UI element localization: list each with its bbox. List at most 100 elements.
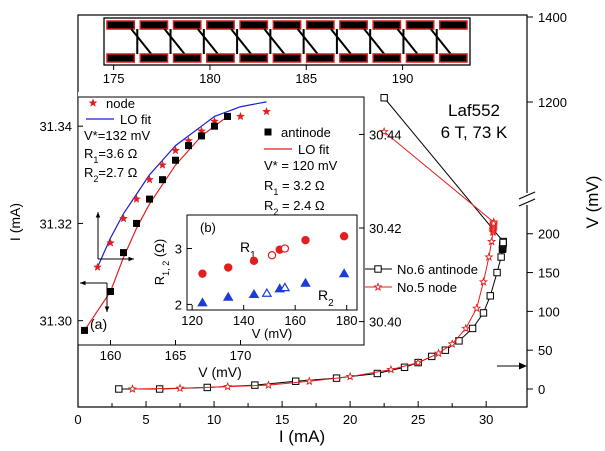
strip-cell-bottom (305, 53, 335, 63)
inset-a-point-0-3 (132, 194, 141, 203)
axis-break-mark (518, 198, 536, 207)
inset-b-open-point-1-1 (279, 282, 291, 292)
main-point-0-0 (115, 385, 123, 393)
inset-a-point-0-6 (171, 145, 180, 155)
inset-b-point-1-1 (222, 291, 234, 301)
main-point-1-1 (175, 383, 185, 393)
x-tick-label-30: 30 (479, 412, 493, 427)
main-plot-series: No.6 antinode No.5 node (115, 94, 507, 393)
main-point-1-14 (486, 236, 497, 246)
fit-node-r2: R2=2.7 Ω (84, 165, 138, 184)
strip-tick-label-180: 180 (199, 71, 221, 86)
main-point-1-5 (345, 371, 355, 381)
strip-diagonal (296, 28, 319, 55)
main-point-1-0 (127, 384, 138, 393)
main-point-0-10 (441, 346, 450, 354)
inset-a-fit-line-3 (84, 115, 228, 331)
inset-b-point-0-2 (249, 256, 259, 266)
inset-a-y-tick-label-31.3: 31.30 (39, 314, 72, 329)
main-point-1-7 (413, 357, 423, 367)
fit-antinode-r2: R2 = 2.4 Ω (264, 198, 325, 217)
strip-cell-bottom (438, 53, 468, 63)
inset-b-point-1-5 (338, 268, 350, 278)
main-point-0-15 (493, 268, 501, 277)
main-point-1-8 (433, 348, 444, 358)
main-point-1-12 (478, 276, 489, 286)
main-point-0-14 (486, 292, 494, 300)
main-point-0-12 (468, 324, 477, 333)
inset-a-point-1-8 (198, 132, 205, 140)
inset-b-point-1-4 (300, 277, 311, 287)
legend-blue-fit-label: LO fit (120, 112, 151, 127)
inset-a-right-tick-label-2: 30.44 (369, 127, 402, 142)
inset-a-arrows (80, 212, 134, 312)
strip-diagonal (230, 28, 252, 55)
strip-cell-bottom (372, 53, 402, 63)
y-tick-label-50: 50 (538, 343, 552, 358)
main-point-0-11 (455, 337, 463, 345)
inset-a-x-axis-title: V (mV) (198, 364, 242, 380)
y-tick-label-1200: 1200 (538, 95, 567, 110)
main-legend: No.6 antinode No.5 node (365, 262, 478, 295)
x-tick-label-0: 0 (74, 412, 81, 427)
main-point-1-3 (263, 380, 274, 390)
main-point-0-16 (497, 253, 505, 261)
main-point-1-4 (304, 376, 314, 386)
legend-node-marker (88, 98, 98, 107)
inset-b-open-point-0-0 (267, 251, 277, 260)
y-tick-label-0: 0 (538, 382, 545, 397)
x-tick-label-10: 10 (207, 412, 221, 427)
strip-cell-top (305, 20, 335, 30)
inset-a-point-1-6 (172, 156, 179, 164)
strip-diagonal (263, 28, 286, 55)
inset-a-x-tick-label-160: 160 (100, 348, 122, 363)
y-tick-label-200: 200 (538, 227, 560, 242)
inset-a-y-tick-label-31.34: 31.34 (39, 119, 72, 134)
strip-diagonal (429, 28, 452, 55)
main-point-0-4 (291, 377, 300, 385)
inset-a-point-0-9 (210, 116, 219, 126)
inset-b-x-tick-label-160: 160 (284, 313, 306, 328)
inset-a-frame (77, 96, 365, 346)
legend-red-fit-label: LO fit (298, 142, 329, 157)
inset-a-point-1-0 (81, 326, 88, 334)
legend-label-1: No.5 node (397, 280, 457, 295)
inset-a-point-0-7 (184, 136, 193, 145)
inset-b-point-0-5 (339, 232, 349, 241)
inset-b-point-0-1 (224, 263, 233, 272)
strip-diagonal (163, 28, 186, 55)
legend-antinode-marker (264, 128, 272, 136)
inset-a-point-1-3 (133, 219, 140, 227)
strip-cell-bottom (272, 53, 302, 63)
legend-antinode-label: antinode (281, 125, 331, 140)
inset-a-side-label: (a) (90, 316, 107, 332)
inset-a-point-1-7 (185, 142, 192, 150)
inset-a-point-1-9 (211, 122, 218, 130)
top-strip-diagram: 175 180 185 190 (103, 17, 471, 86)
sample-annotation-line1: Laf552 (448, 101, 500, 120)
fit-node-vstar: V*=132 mV (84, 128, 150, 143)
legend-marker-1 (373, 282, 383, 291)
legend-label-0: No.6 antinode (397, 262, 478, 277)
inset-b-panel-label: (b) (200, 220, 216, 235)
legend-node-label: node (106, 96, 135, 111)
main-point-dense-0-7 (499, 238, 507, 247)
strip-cell-top (106, 20, 136, 30)
strip-diagonal (330, 28, 352, 55)
inset-b-y-tick-label-2: 2 (175, 297, 182, 312)
inset-a-arrow-down-head (104, 306, 110, 312)
strip-cell-top (239, 20, 269, 30)
legend-marker-0 (374, 265, 382, 273)
inset-a-right-tick-label-0: 30.40 (369, 315, 402, 330)
main-point-0-6 (373, 369, 382, 378)
inset-a-point-0-11 (262, 106, 271, 116)
inset-a-point-0-8 (197, 126, 206, 135)
strip-tick-label-185: 185 (295, 71, 317, 86)
fit-node-r1: R1=3.6 Ω (84, 146, 138, 165)
strip-cell-bottom (106, 53, 136, 63)
inset-a-arrow-up-head (95, 212, 101, 218)
strip-cell-top (172, 20, 202, 30)
inset-b-x-axis-title: V (mV) (252, 326, 292, 341)
main-point-0-13 (479, 309, 488, 317)
